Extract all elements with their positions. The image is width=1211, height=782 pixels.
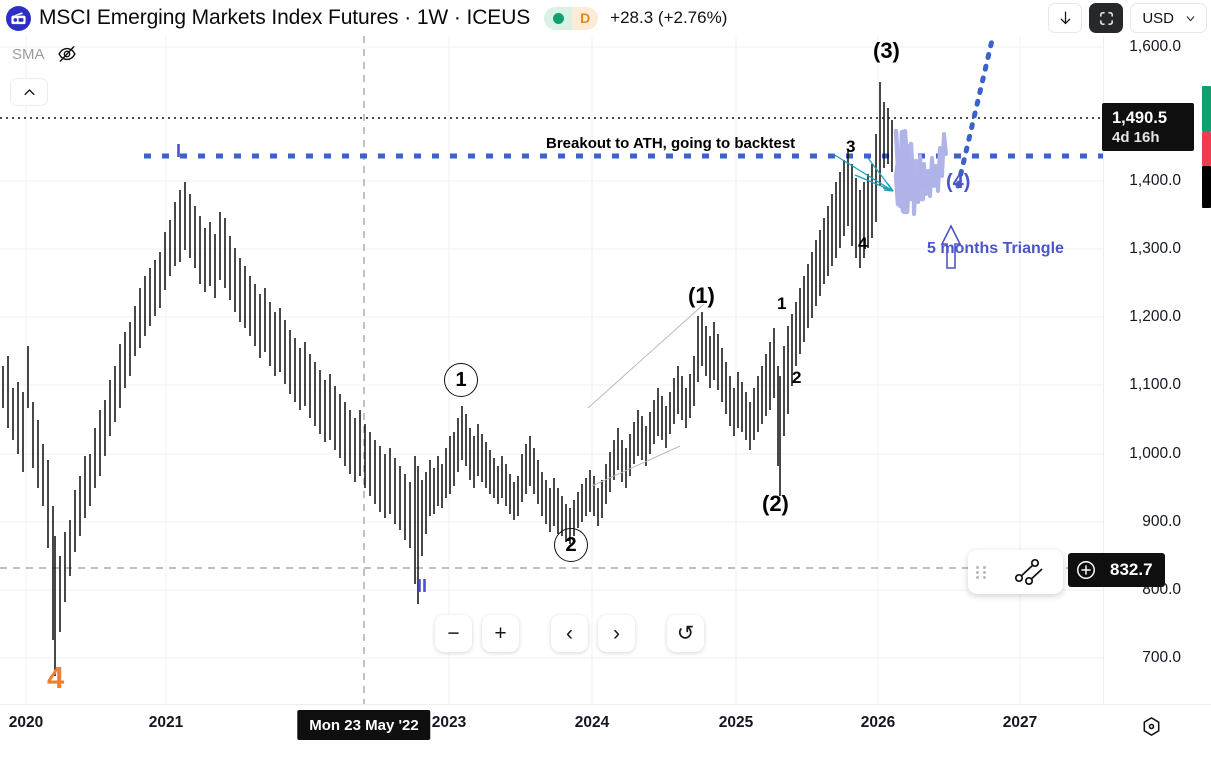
circled-wave-1-text: 1 (455, 368, 467, 391)
time-tick: 2020 (8, 714, 44, 731)
zoom-in-button[interactable]: + (482, 615, 519, 652)
price-tick: 1,400.0 (1129, 172, 1181, 189)
eye-off-icon[interactable] (57, 44, 77, 64)
wave-label-paren-2: (2) (762, 491, 789, 516)
chart-nav-controls: − + ‹ › ↺ (435, 615, 704, 652)
chart-canvas[interactable]: 1 2 Breakout to ATH, going to backtest I… (0, 36, 1103, 704)
price-marker-low (1202, 166, 1211, 208)
annotation-triangle-text: 5 months Triangle (927, 240, 1064, 257)
wave-label-2: 2 (792, 368, 802, 387)
price-tick: 1,000.0 (1129, 445, 1181, 462)
bar-countdown: 4d 16h (1112, 128, 1160, 146)
currency-label: USD (1142, 9, 1174, 27)
wave-label-4-orange: 4 (47, 660, 65, 695)
time-tick: 2025 (718, 714, 754, 731)
indicator-legend: SMA (12, 44, 77, 64)
wave-label-roman-I: I (176, 141, 182, 161)
chart-settings-icon[interactable] (1140, 715, 1163, 743)
circled-wave-2: 2 (554, 528, 588, 562)
price-tick: 700.0 (1142, 649, 1181, 666)
crosshair-price-value: 832.7 (1110, 560, 1153, 579)
circled-wave-1: 1 (444, 363, 478, 397)
collapse-pane-button[interactable] (10, 78, 48, 106)
scroll-right-button[interactable]: › (598, 615, 635, 652)
last-price-value: 1,490.5 (1112, 108, 1168, 127)
time-tick: 2023 (431, 714, 467, 731)
circled-wave-2-text: 2 (565, 533, 577, 556)
time-tick: 2027 (1002, 714, 1038, 731)
indicator-name[interactable]: SMA (12, 45, 45, 63)
chart-header: MSCI Emerging Markets Index Futures · 1W… (0, 0, 1211, 36)
price-tick: 1,600.0 (1129, 38, 1181, 55)
zoom-out-button[interactable]: − (435, 615, 472, 652)
reset-chart-button[interactable]: ↺ (667, 615, 704, 652)
price-tick: 900.0 (1142, 513, 1181, 530)
wave-label-paren-4: (4) (946, 171, 971, 193)
wave-label-4: 4 (858, 234, 868, 253)
time-tick: 2026 (860, 714, 896, 731)
scroll-left-button[interactable]: ‹ (551, 615, 588, 652)
annotation-breakout-text: Breakout to ATH, going to backtest (546, 135, 796, 152)
price-tick: 1,200.0 (1129, 308, 1181, 325)
date-tooltip: Mon 23 May '22 (297, 710, 431, 740)
price-tick: 1,300.0 (1129, 240, 1181, 257)
chevron-down-icon (1186, 15, 1195, 21)
header-actions: USD (1048, 3, 1207, 33)
wave-label-1: 1 (777, 294, 787, 313)
radio-logo-icon (6, 5, 31, 31)
market-open-dot (544, 6, 573, 30)
last-price-badge[interactable]: 1,490.5 4d 16h (1102, 103, 1194, 151)
wave-label-3: 3 (846, 137, 856, 156)
session-status-pill[interactable]: D (544, 6, 599, 30)
chevron-up-icon (23, 88, 35, 95)
fullscreen-icon[interactable] (1089, 3, 1124, 33)
wave-label-paren-3: (3) (873, 38, 900, 63)
price-tick: 1,100.0 (1129, 376, 1181, 393)
symbol-title[interactable]: MSCI Emerging Markets Index Futures · 1W… (39, 6, 531, 29)
drag-handle-icon[interactable] (968, 564, 994, 581)
price-change: +28.3 (+2.76%) (610, 8, 728, 27)
price-marker-high (1202, 86, 1211, 132)
time-tick: 2021 (148, 714, 184, 731)
wave-label-paren-1: (1) (688, 283, 715, 308)
time-axis[interactable]: 2020 2021 2023 2024 2025 2026 2027 Mon 2… (0, 704, 1211, 782)
time-tick: 2024 (574, 714, 610, 731)
wave-label-roman-II: II (417, 576, 428, 596)
session-badge: D (572, 6, 599, 30)
floating-drawing-toolbar[interactable] (968, 550, 1063, 594)
trend-line-tool-icon[interactable] (994, 557, 1063, 587)
download-icon[interactable] (1048, 3, 1083, 33)
currency-selector[interactable]: USD (1130, 3, 1207, 33)
crosshair-price-badge[interactable]: 832.7 (1068, 553, 1165, 587)
price-marker-mid (1202, 132, 1211, 166)
plus-circle-icon[interactable] (1068, 559, 1104, 581)
